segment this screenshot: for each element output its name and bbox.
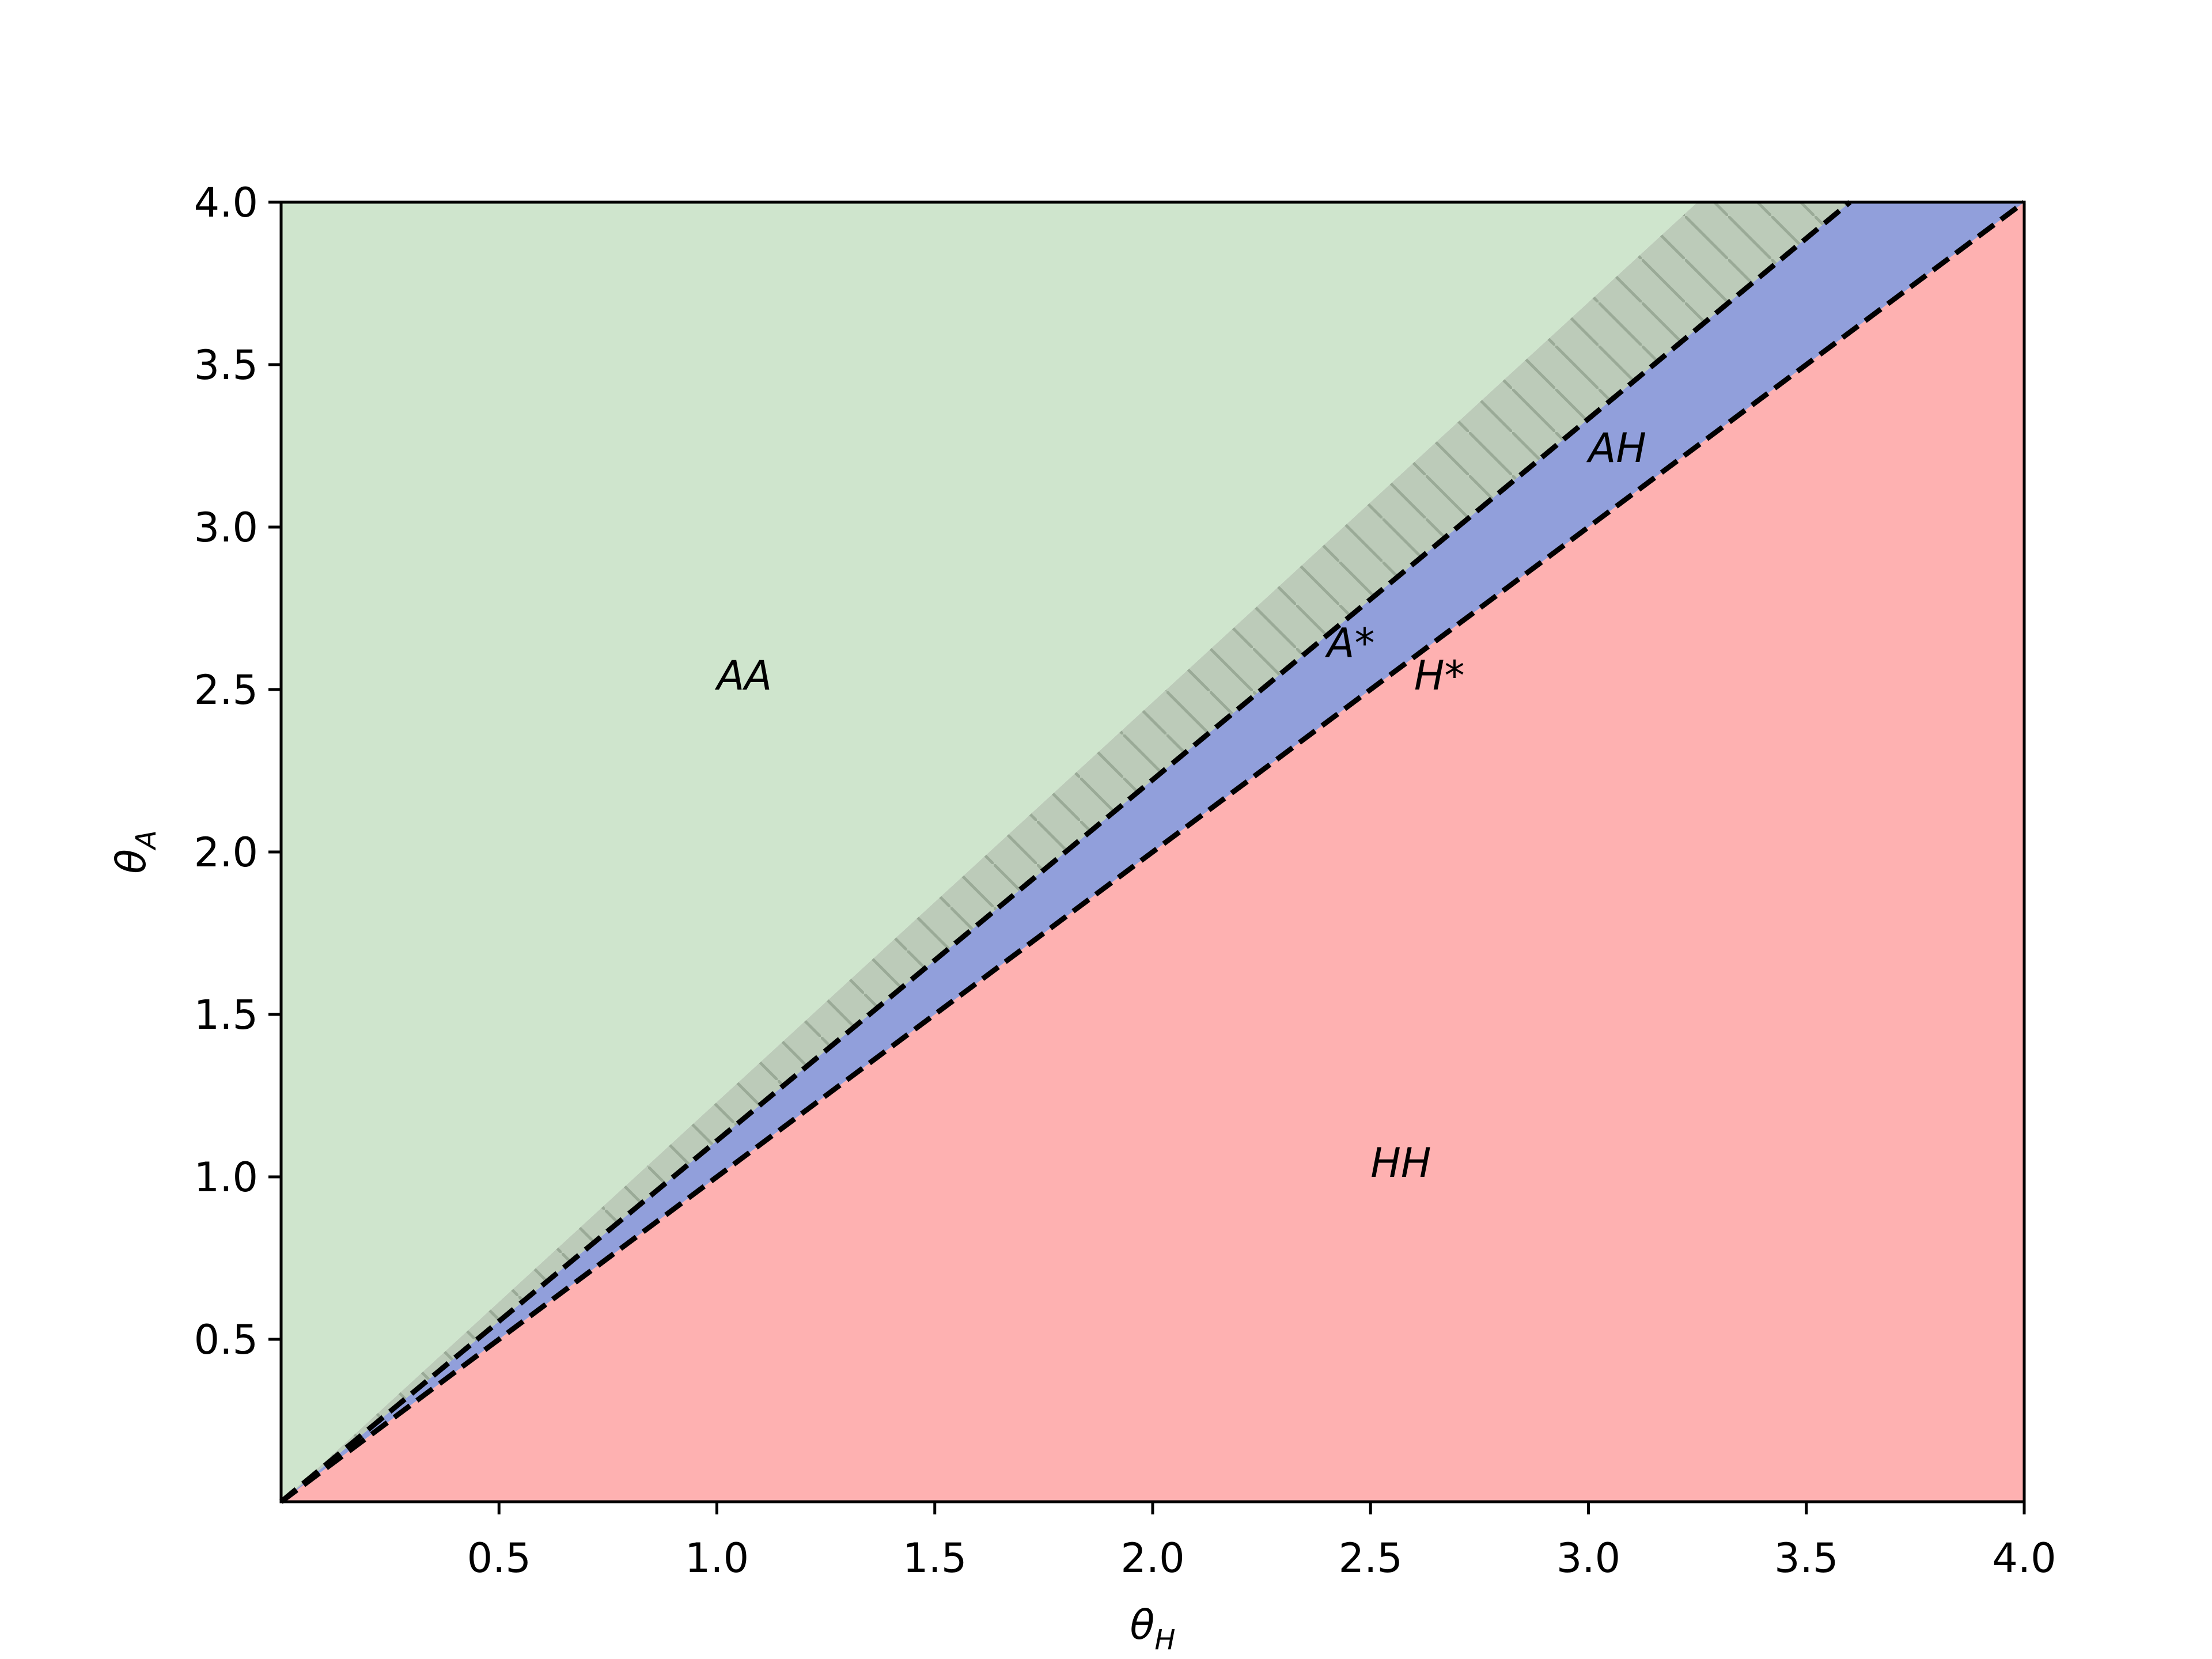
xlabel-symbol: θ: [1130, 1601, 1155, 1649]
region-label: HH: [1370, 1139, 1431, 1187]
x-tick-label: 1.0: [685, 1535, 749, 1582]
boundary-line: [279, 200, 1852, 1504]
x-tick-label: 1.5: [903, 1535, 967, 1582]
ylabel-symbol: θ: [108, 849, 155, 874]
x-tick-label: 3.0: [1556, 1535, 1620, 1582]
y-tick-label: 2.0: [194, 829, 258, 876]
y-tick-label: 2.5: [194, 666, 258, 714]
y-tick-label: 1.5: [194, 991, 258, 1039]
region-fill: [281, 202, 1698, 1502]
y-tick-label: 1.0: [194, 1154, 258, 1201]
y-tick-label: 3.0: [194, 504, 258, 551]
x-tick-label: 0.5: [467, 1535, 531, 1582]
xlabel-label: θH: [1130, 1601, 1176, 1656]
y-tick-label: 4.0: [194, 179, 258, 226]
xlabel-subscript: H: [1154, 1624, 1175, 1656]
ylabel-label: θA: [108, 830, 162, 874]
region-label: AA: [715, 652, 772, 699]
y-tick-label: 0.5: [194, 1316, 258, 1363]
x-tick-label: 3.5: [1774, 1535, 1838, 1582]
y-tick-label: 3.5: [194, 342, 258, 389]
x-tick-label: 4.0: [1992, 1535, 2056, 1582]
ylabel-subscript: A: [130, 830, 162, 851]
x-tick-label: 2.5: [1339, 1535, 1403, 1582]
region-label: H*: [1414, 652, 1465, 699]
x-tick-label: 2.0: [1120, 1535, 1184, 1582]
region-label: A*: [1325, 620, 1375, 667]
region-label: AH: [1586, 425, 1647, 472]
boundary-line: [279, 200, 2026, 1504]
